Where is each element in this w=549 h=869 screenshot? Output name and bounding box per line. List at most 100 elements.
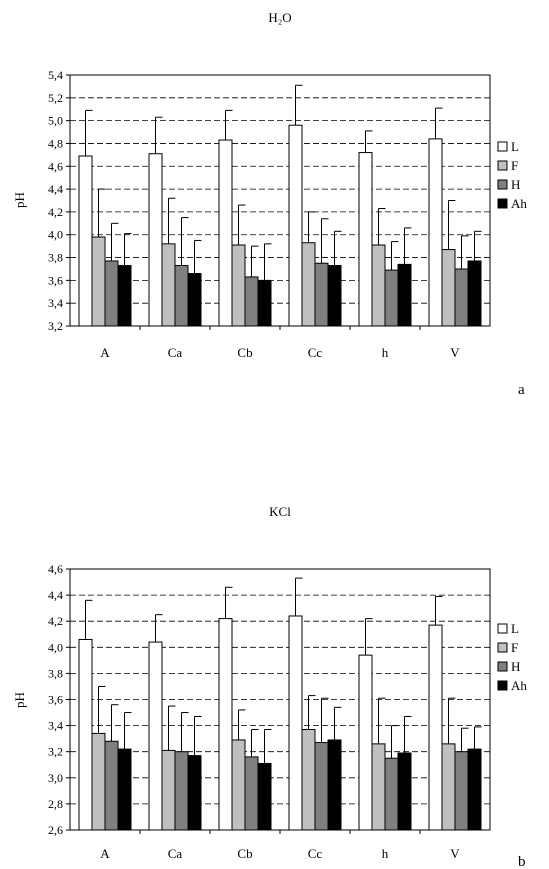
y-tick-label: 4,4 — [48, 182, 63, 196]
bar-L-Cc — [288, 124, 303, 327]
panel-label: a — [518, 382, 525, 398]
legend-swatch-Ah — [497, 680, 508, 691]
bar-L-V — [428, 624, 443, 831]
x-category-label: Ca — [168, 345, 183, 360]
x-category-label: Cb — [237, 846, 252, 861]
legend-label-F: F — [511, 158, 518, 173]
bar-Ah-V — [467, 260, 482, 327]
legend-label-Ah: Ah — [511, 678, 527, 693]
y-axis-label: pH — [12, 192, 27, 208]
x-category-label: A — [100, 846, 110, 861]
panel-label: b — [518, 854, 526, 869]
y-tick-label: 4,8 — [48, 136, 63, 150]
y-tick-label: 2,6 — [48, 823, 63, 837]
bar-L-V — [428, 138, 443, 327]
bar-Ah-Cc — [327, 739, 342, 831]
legend-label-F: F — [511, 640, 518, 655]
bar-H-h — [384, 757, 399, 831]
legend-swatch-Ah — [497, 198, 508, 209]
y-tick-label: 4,4 — [48, 588, 63, 602]
legend-swatch-H — [497, 661, 508, 672]
bar-F-V — [441, 743, 456, 831]
bar-H-Cb — [244, 756, 259, 831]
bar-Ah-V — [467, 748, 482, 831]
y-tick-label: 3,4 — [48, 296, 63, 310]
bar-F-Cc — [301, 729, 316, 831]
bar-H-h — [384, 269, 399, 327]
x-category-label: A — [100, 345, 110, 360]
bar-F-A — [91, 732, 106, 831]
y-tick-label: 4,6 — [48, 159, 63, 173]
bar-Ah-h — [397, 752, 412, 831]
bar-F-h — [371, 743, 386, 831]
chart-title: H₂O — [268, 10, 291, 25]
legend-swatch-F — [497, 642, 508, 653]
legend-swatch-L — [497, 141, 508, 152]
bar-Ah-Ca — [187, 755, 202, 831]
bar-F-Cb — [231, 244, 246, 327]
y-tick-label: 3,0 — [48, 771, 63, 785]
bar-L-Ca — [148, 153, 163, 327]
bar-H-A — [104, 260, 119, 327]
bar-H-A — [104, 740, 119, 831]
chart-title: KCl — [269, 504, 291, 519]
y-tick-label: 3,8 — [48, 251, 63, 265]
bar-H-V — [454, 751, 469, 831]
bar-H-V — [454, 268, 469, 327]
y-tick-label: 4,0 — [48, 228, 63, 242]
y-tick-label: 4,2 — [48, 205, 63, 219]
plot-area — [69, 74, 491, 327]
bar-F-Ca — [161, 749, 176, 831]
bar-H-Ca — [174, 751, 189, 831]
bar-L-h — [358, 152, 373, 327]
bar-L-Cb — [218, 618, 233, 831]
legend-label-H: H — [511, 177, 520, 192]
y-tick-label: 3,4 — [48, 719, 63, 733]
y-tick-label: 3,8 — [48, 666, 63, 680]
x-category-label: V — [450, 846, 460, 861]
legend-swatch-H — [497, 179, 508, 190]
bar-Ah-A — [117, 748, 132, 831]
bar-Ah-Cc — [327, 265, 342, 327]
bar-H-Cb — [244, 276, 259, 327]
bar-L-Cb — [218, 139, 233, 327]
legend-label-L: L — [511, 621, 519, 636]
x-category-label: V — [450, 345, 460, 360]
x-category-label: Cc — [308, 345, 323, 360]
y-tick-label: 3,2 — [48, 745, 63, 759]
bar-L-h — [358, 654, 373, 831]
chart-panel-1: H₂O 3,2 3,4 3,6 3,8 4,0 4,2 4,4 4,6 4,8 5,0 5,2 5,4 p… — [12, 10, 527, 398]
bar-Ah-A — [117, 265, 132, 327]
legend-swatch-L — [497, 623, 508, 634]
bar-F-A — [91, 236, 106, 327]
x-category-label: h — [382, 345, 389, 360]
legend-label-H: H — [511, 659, 520, 674]
x-category-label: Cc — [308, 846, 323, 861]
y-tick-label: 5,0 — [48, 114, 63, 128]
legend-label-Ah: Ah — [511, 196, 527, 211]
bar-F-Cc — [301, 242, 316, 327]
bar-Ah-Ca — [187, 273, 202, 327]
x-category-label: Cb — [237, 345, 252, 360]
bar-Ah-Cb — [257, 279, 272, 327]
legend-label-L: L — [511, 139, 519, 154]
y-tick-label: 3,2 — [48, 319, 63, 333]
bar-H-Cc — [314, 262, 329, 327]
bar-F-Cb — [231, 739, 246, 831]
legend-swatch-F — [497, 160, 508, 171]
chart-panel-2: KCl 2,6 2,8 3,0 3,2 3,4 3,6 3,8 4,0 4,2 4,4 4,6 pH A C… — [12, 504, 527, 869]
y-tick-label: 4,2 — [48, 614, 63, 628]
y-tick-label: 5,4 — [48, 68, 63, 82]
y-tick-label: 4,0 — [48, 640, 63, 654]
y-tick-label: 3,6 — [48, 693, 63, 707]
bar-L-Ca — [148, 641, 163, 831]
bar-F-Ca — [161, 243, 176, 327]
bar-Ah-h — [397, 263, 412, 327]
x-category-label: Ca — [168, 846, 183, 861]
bar-F-h — [371, 244, 386, 327]
bar-H-Ca — [174, 265, 189, 327]
y-tick-label: 2,8 — [48, 797, 63, 811]
y-tick-label: 3,6 — [48, 273, 63, 287]
bar-L-A — [78, 155, 93, 327]
